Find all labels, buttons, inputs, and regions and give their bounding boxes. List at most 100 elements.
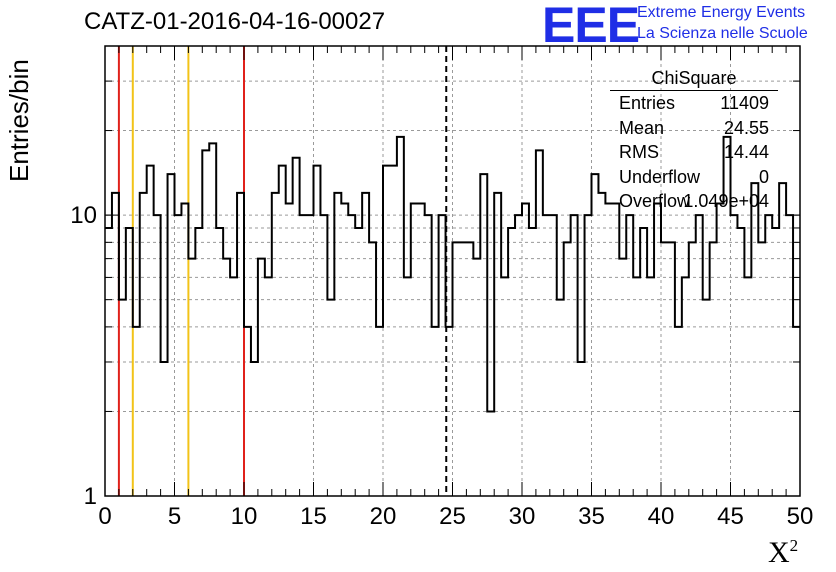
histogram-bin — [529, 228, 536, 496]
histogram-bin — [147, 166, 154, 496]
stats-value: 24.55 — [723, 117, 769, 138]
histogram-bin — [244, 327, 251, 496]
histogram-outline — [105, 135, 800, 413]
stats-row-underflow: Underflow 0 — [610, 165, 778, 190]
histogram-bin — [119, 300, 126, 496]
x-tick-label: 20 — [370, 503, 397, 530]
histogram-bin — [348, 215, 355, 496]
histogram-bin — [605, 203, 612, 496]
histogram-bin — [731, 215, 738, 496]
histogram-bin — [223, 259, 230, 496]
histogram-bin — [432, 327, 439, 496]
histogram-bin — [286, 203, 293, 496]
histogram-bin — [320, 215, 327, 496]
histogram-bin — [487, 411, 494, 496]
histogram-bin — [251, 362, 258, 496]
x-axis-label-base: X — [768, 536, 790, 569]
stats-value: 14.44 — [723, 142, 769, 162]
histogram-bin — [661, 242, 668, 496]
histogram-bin — [578, 362, 585, 496]
histogram-bin — [265, 277, 272, 496]
histogram-bin — [710, 242, 717, 496]
histogram-bin — [168, 174, 175, 496]
stats-label: Underflow — [619, 166, 701, 187]
stats-label: Overflow — [619, 191, 691, 211]
histogram-bin — [140, 193, 147, 496]
stats-row-entries: Entries 11409 — [610, 91, 778, 116]
x-tick-label: 50 — [787, 503, 814, 530]
histogram-bin — [112, 193, 119, 496]
histogram-bin — [682, 277, 689, 496]
tick-labels: 0 5 10 15 20 25 30 35 40 45 50 1 10 — [70, 202, 813, 530]
histogram-bin — [411, 203, 418, 496]
y-tick-label: 1 — [84, 483, 97, 510]
histogram-bin — [161, 362, 168, 496]
histogram-bin — [154, 215, 161, 496]
histogram-bin — [501, 277, 508, 496]
histogram-bin — [258, 259, 265, 496]
histogram-bin — [640, 228, 647, 496]
x-tick-label: 40 — [648, 503, 675, 530]
histogram-bin — [515, 215, 522, 496]
histogram-bin — [341, 203, 348, 496]
histogram-bin — [466, 242, 473, 496]
x-tick-label: 10 — [231, 503, 258, 530]
histogram-bin — [737, 228, 744, 496]
histogram-bin — [300, 215, 307, 496]
axis-ticks — [104, 46, 801, 497]
stats-label: Entries — [619, 93, 676, 113]
stats-box: ChiSquare Entries 11409 Mean 24.55 RMS 1… — [610, 68, 778, 214]
histogram-bin — [619, 259, 626, 496]
histogram-bin — [272, 193, 279, 496]
histogram-bin — [647, 277, 654, 496]
histogram-bin — [425, 215, 432, 496]
stats-label: RMS — [619, 142, 659, 162]
histogram-bin — [522, 203, 529, 496]
histogram-bin — [744, 277, 751, 496]
histogram-bin — [216, 228, 223, 496]
stats-title: ChiSquare — [610, 68, 778, 91]
histogram-bin — [779, 183, 786, 496]
histogram-bin — [307, 215, 314, 496]
histogram-bin — [494, 193, 501, 496]
histogram-bin — [404, 277, 411, 496]
histogram-bin — [209, 143, 216, 496]
histogram-bin — [279, 166, 286, 496]
histogram-bin — [786, 215, 793, 496]
histogram-bin — [230, 277, 237, 496]
stats-row-overflow: Overflow 1.049e+04 — [610, 189, 778, 214]
y-tick-label: 10 — [70, 202, 97, 229]
stats-row-rms: RMS 14.44 — [610, 140, 778, 165]
stats-label: Mean — [619, 117, 665, 138]
histogram-bin — [237, 193, 244, 496]
stats-row-mean: Mean 24.55 — [610, 116, 778, 141]
stats-value: 0 — [758, 166, 769, 187]
histogram-bin — [181, 203, 188, 496]
x-axis-label: X2 — [768, 536, 798, 570]
y-axis-label: Entries/bin — [4, 59, 34, 182]
x-tick-label: 25 — [439, 503, 466, 530]
histogram-bin — [439, 215, 446, 496]
x-tick-label: 15 — [300, 503, 327, 530]
histogram-bin — [592, 174, 599, 496]
histogram-bin — [758, 242, 765, 496]
histogram-bin — [369, 242, 376, 496]
histogram-bin — [633, 277, 640, 496]
histogram-bin — [418, 203, 425, 496]
histogram-bin — [689, 242, 696, 496]
x-tick-label: 35 — [578, 503, 605, 530]
histogram-bin — [654, 203, 661, 496]
histogram-bin — [390, 166, 397, 496]
histogram-bin — [675, 327, 682, 496]
histogram-bin — [446, 327, 453, 496]
histogram-bin — [703, 300, 710, 496]
histogram-bin — [765, 215, 772, 496]
histogram-bin — [293, 158, 300, 496]
x-tick-label: 5 — [168, 503, 181, 530]
x-tick-label: 30 — [509, 503, 536, 530]
histogram-bin — [314, 166, 321, 496]
histogram-bin — [397, 137, 404, 496]
histogram-bin — [362, 193, 369, 496]
histogram-bin — [626, 215, 633, 496]
